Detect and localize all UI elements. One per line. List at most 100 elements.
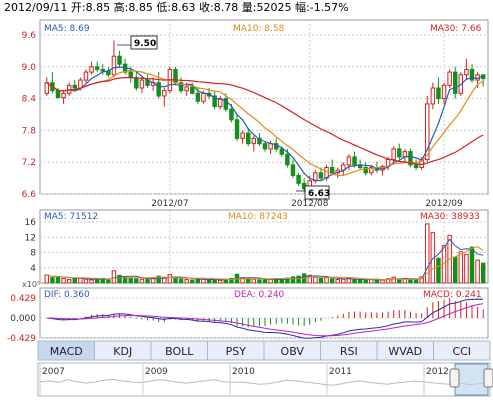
tab-label: KDJ xyxy=(113,345,132,358)
volume-tick-label: 8 xyxy=(30,249,36,259)
volume-bar-up xyxy=(425,223,430,284)
candle-up xyxy=(184,86,189,92)
macd-value-label: MACD: 0.241 xyxy=(423,290,482,300)
candle-up xyxy=(78,79,83,89)
volume-bar-up xyxy=(83,278,89,284)
price-ma10-label: MA10: 8.58 xyxy=(233,24,285,34)
volume-bar-down xyxy=(229,277,234,284)
tab-label: WVAD xyxy=(388,345,422,358)
volume-bar-down xyxy=(106,279,111,284)
candle-down xyxy=(363,167,368,174)
low-marker-label: 6.63 xyxy=(308,189,330,199)
candle-up xyxy=(447,71,452,86)
candle-down xyxy=(173,68,178,84)
volume-bar-down xyxy=(436,257,441,284)
quote-date: 2012/09/11 xyxy=(4,1,68,14)
candle-down xyxy=(117,55,122,65)
macd-dif-label: DIF: 0.360 xyxy=(44,290,90,300)
open-value: 8.85 xyxy=(85,1,111,14)
volume-bar-down xyxy=(206,279,212,284)
candle-up xyxy=(441,84,447,100)
candle-down xyxy=(156,82,161,97)
volume-bar-down xyxy=(178,278,184,284)
volume-bar-down xyxy=(117,274,122,284)
dea-line xyxy=(46,303,484,337)
volume-bar-down xyxy=(72,278,78,284)
volume-bar-down xyxy=(145,279,150,284)
date-tick-label: 2012/07 xyxy=(151,199,188,209)
volume-ma10-label: MA10: 87243 xyxy=(228,212,288,222)
volume-bar-down xyxy=(318,277,324,284)
price-ma5-label: MA5: 8.69 xyxy=(44,24,90,34)
candle-down xyxy=(229,108,234,121)
volume-bar-down xyxy=(452,256,458,284)
candle-down xyxy=(329,167,335,174)
candle-down xyxy=(352,156,357,166)
volume-tick-label: 12 xyxy=(25,233,36,243)
candle-up xyxy=(61,92,66,99)
candle-down xyxy=(94,66,100,70)
volume-bar-down xyxy=(94,279,100,284)
volume-bar-up xyxy=(218,279,223,284)
ma30-line xyxy=(46,77,484,166)
candle-up xyxy=(89,66,94,73)
tab-label: PSY xyxy=(226,345,247,358)
change-value: -1.57% xyxy=(309,1,349,14)
price-tick-label: 6.6 xyxy=(22,190,37,200)
volume-tick-label: 4 xyxy=(30,264,36,274)
navigator-year-label: 2010 xyxy=(232,367,255,377)
volume-bar-down xyxy=(55,276,61,284)
volume-bar-up xyxy=(184,279,189,284)
volume-y-axis: 16 12 8 4 xyxy=(25,218,37,274)
low-marker-box xyxy=(304,185,330,200)
high-label: 高: xyxy=(113,1,129,14)
volume-bar-up xyxy=(385,278,391,284)
indicator-tabs: MACD KDJ BOLL PSY OBV RSI WVAD CCI xyxy=(37,340,491,361)
dif-line xyxy=(46,298,484,339)
volume-bar-up xyxy=(324,277,329,284)
volume-bar-down xyxy=(352,279,357,284)
navigator-left-handle[interactable] xyxy=(449,368,460,388)
candle-up xyxy=(83,71,89,81)
volume-bar-up xyxy=(44,274,50,284)
candle-up xyxy=(251,137,257,145)
volume-bar-up xyxy=(464,253,469,284)
volume-bar-up xyxy=(162,277,167,284)
volume-bar-up xyxy=(66,279,72,284)
tab-label: RSI xyxy=(340,345,358,358)
macd-tick-label: -0.429 xyxy=(7,334,36,344)
candle-up xyxy=(391,148,396,161)
volume-bar-down xyxy=(413,279,419,284)
volume-bar-down xyxy=(122,276,128,284)
volume-bar-down xyxy=(212,279,217,284)
moving-average-lines xyxy=(46,66,484,182)
volume-bar-down xyxy=(290,276,296,284)
candle-down xyxy=(190,86,195,94)
high-value: 8.85 xyxy=(128,1,153,14)
candle-up xyxy=(139,79,145,89)
candle-up xyxy=(201,92,206,102)
price-grid xyxy=(40,20,488,195)
navigator-right-handle[interactable] xyxy=(483,368,493,388)
candle-down xyxy=(408,151,413,166)
tab-cci[interactable] xyxy=(433,340,491,361)
macd-tick-label: 0.000 xyxy=(10,314,36,324)
candle-down xyxy=(72,84,78,89)
navigator-selection[interactable] xyxy=(454,363,489,396)
volume-bar-down xyxy=(469,246,475,284)
volume-unit-label: x10⁵ xyxy=(22,280,40,289)
high-marker-box xyxy=(130,35,158,50)
candle-down xyxy=(257,137,262,145)
volume-bar-down xyxy=(296,275,301,284)
candle-down xyxy=(128,71,133,78)
volume-bar-up xyxy=(391,276,396,284)
candle-down xyxy=(234,119,240,139)
candle-up xyxy=(430,87,436,105)
change-label: 幅: xyxy=(295,1,310,14)
macd-dea-label: DEA: 0.240 xyxy=(234,290,285,300)
date-tick-label: 2012/09 xyxy=(425,199,463,209)
volume-bar-down xyxy=(134,278,139,284)
candle-up xyxy=(464,68,469,76)
volume-bar-down xyxy=(357,279,363,284)
ma5-line xyxy=(46,66,484,182)
